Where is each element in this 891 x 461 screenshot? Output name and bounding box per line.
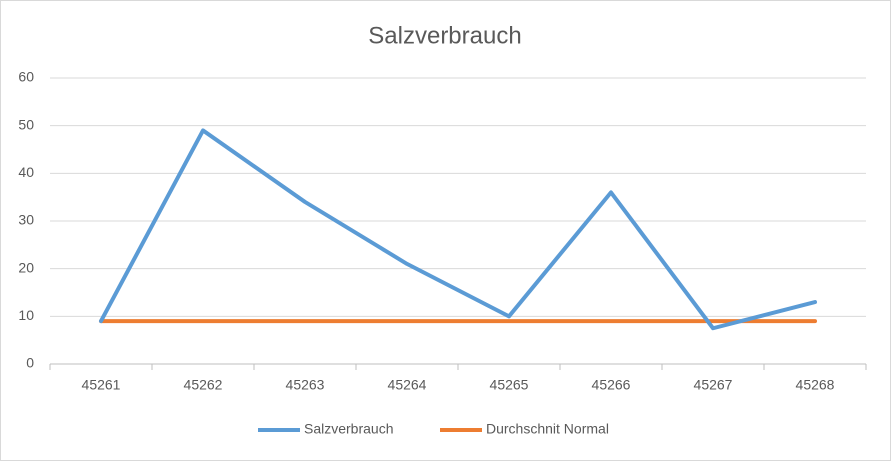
y-tick-label: 10: [18, 307, 34, 323]
x-tick-label: 45268: [796, 377, 835, 393]
y-tick-label: 30: [18, 212, 34, 228]
x-tick-label: 45264: [388, 377, 427, 393]
x-tick-label: 45263: [286, 377, 325, 393]
y-tick-label: 40: [18, 164, 34, 180]
x-tick-label: 45265: [490, 377, 529, 393]
line-series: [99, 128, 817, 331]
x-tick-label: 45267: [694, 377, 733, 393]
y-tick-label: 0: [26, 355, 34, 371]
x-tick-label: 45261: [82, 377, 121, 393]
chart-title: Salzverbrauch: [368, 22, 521, 49]
y-tick-label: 60: [18, 69, 34, 85]
y-tick-label: 50: [18, 116, 34, 132]
legend-label: Durchschnit Normal: [486, 421, 609, 437]
x-tick-label: 45262: [184, 377, 223, 393]
y-tick-label: 20: [18, 259, 34, 275]
x-tick-label: 45266: [592, 377, 631, 393]
legend-label: Salzverbrauch: [304, 421, 394, 437]
